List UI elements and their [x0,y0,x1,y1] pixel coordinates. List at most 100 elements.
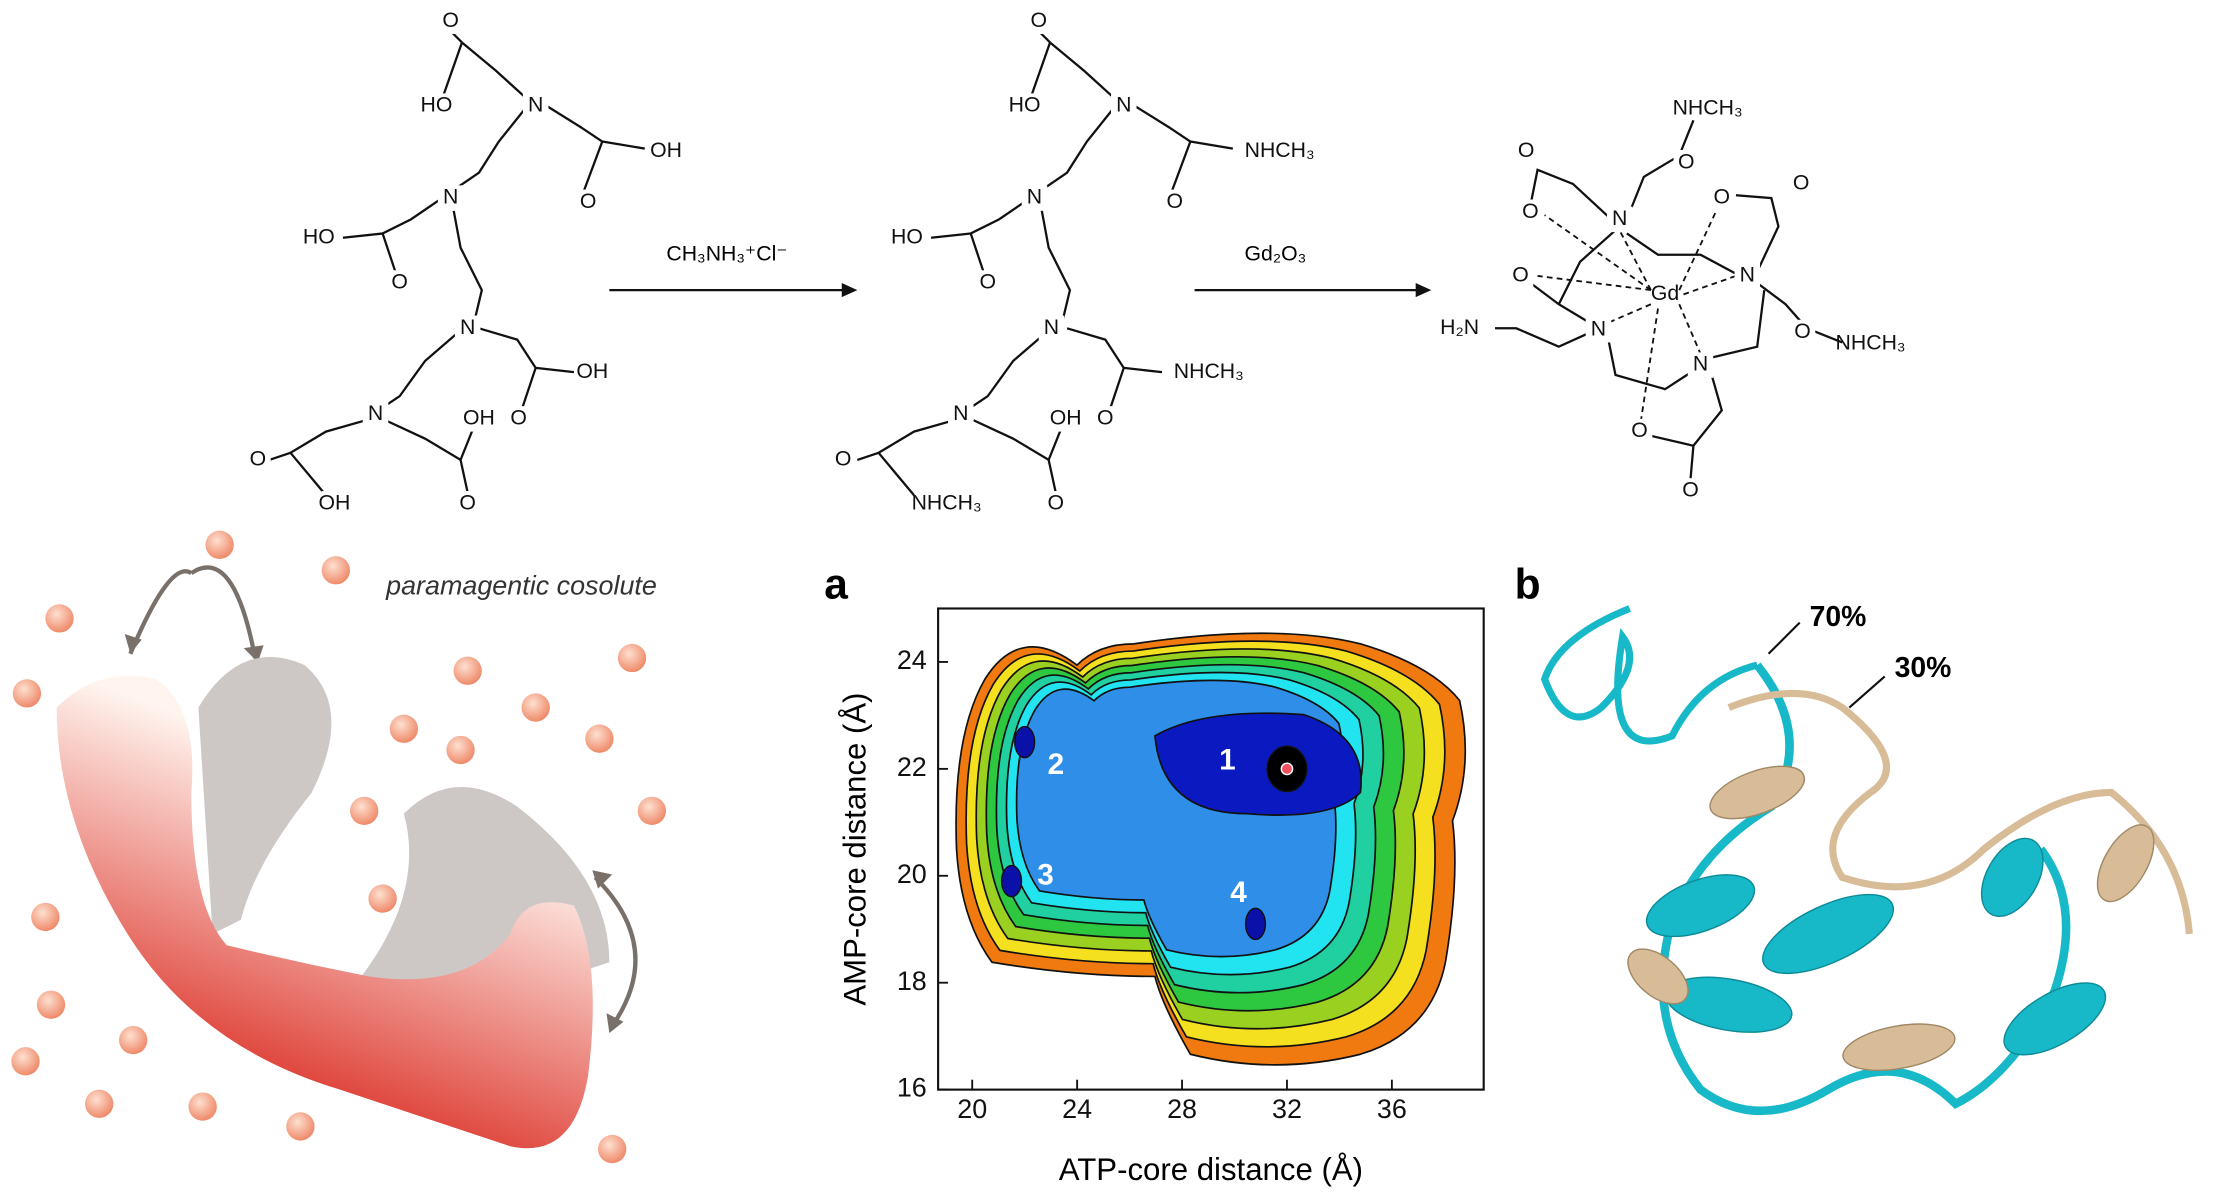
atom-bg [386,270,413,296]
atom-label: N [1027,185,1042,209]
protein-structure: 70% 30% b [1515,562,2193,1115]
atom-label: O [250,447,267,471]
atom-bg [575,189,601,216]
atom-label: HO [303,224,335,248]
atom-label: N [443,185,458,209]
atom-label: N [1740,263,1755,287]
atom-label: N [368,401,383,425]
atom-bg [1652,281,1678,308]
atom-bg [1513,138,1539,165]
atom-bg [1038,315,1065,342]
y-tick-label: 22 [897,752,927,782]
atom-label: O [391,270,408,294]
atom-label: H₂N [1440,315,1479,339]
solute-sphere [286,1112,315,1141]
panel-label: b [1515,562,1541,609]
solute-sphere [453,656,482,685]
atom-bg [522,93,549,119]
solute-sphere [31,902,60,932]
atom-bg [1446,315,1473,342]
atom-label: N [953,401,968,425]
x-tick-label: 28 [1167,1094,1197,1124]
minimum-label: 3 [1037,859,1054,892]
solute-sphere [368,884,397,913]
solute-sphere [389,714,419,743]
atom-label: O [1682,478,1699,502]
atom-bg [1687,352,1714,378]
atom-bg [1788,171,1814,197]
atom-bg [974,270,1001,296]
atom-label: N [1116,93,1131,117]
x-tick-label: 24 [1062,1094,1092,1124]
atom-bg [437,8,464,34]
x-tick-label: 32 [1272,1094,1302,1124]
minimum-label: 2 [1048,748,1065,781]
atom-bg [1162,189,1188,216]
atom-label: O [1518,138,1535,162]
atom-label: OH [650,138,682,162]
reagent: CH₃NH₃⁺Cl⁻ [666,241,787,265]
atom-label: OH [318,490,350,514]
solute-sphere [12,679,42,708]
solute-sphere [350,796,379,825]
atom-label: NHCH₃ [1836,330,1906,354]
atom-label: OH [576,359,608,383]
atom-bg [653,138,679,165]
atom-label: OH [463,405,495,429]
atom-label: O [459,490,476,514]
minimum [1244,907,1267,941]
atom-bg [1857,331,1884,357]
minimum-center [1280,762,1294,776]
atom-bg [362,401,389,428]
atom-bg [1507,263,1534,289]
atom-bg [245,447,271,473]
atom-bg [1052,406,1079,432]
atom-label: O [1794,319,1811,343]
solute-sphere [637,796,667,825]
atom-bg [437,185,464,211]
atom-label: Gd [1651,281,1679,305]
y-tick-label: 16 [897,1073,927,1103]
atom-label: O [1522,199,1539,223]
panel-label: a [824,562,848,609]
solute-sphere [188,1092,217,1121]
atom-bg [1111,93,1137,119]
atom-label: O [1097,405,1114,429]
solute-sphere [36,990,66,1019]
minimum [1000,864,1023,898]
annotation: 70% [1810,601,1867,633]
atom-bg [1673,150,1700,176]
y-tick-label: 24 [897,645,927,675]
atom-bg [423,93,450,119]
atom-bg [1092,406,1119,432]
y-axis-label: AMP-core distance (Å) [838,693,873,1006]
atom-label: O [510,405,527,429]
atom-bg [933,491,960,517]
atom-bg [1626,418,1653,445]
atom-label: NHCH₃ [1245,138,1315,162]
atom-label: O [1678,149,1695,173]
atom-label: N [528,93,543,117]
atom-label: O [1047,490,1064,514]
atom-bg [1011,93,1038,119]
atom-label: N [1612,206,1627,230]
atom-bg [1585,316,1612,343]
x-tick-label: 20 [957,1094,987,1124]
atom-bg [1266,138,1293,165]
illustration: paramagentic cosolute [11,530,667,1164]
atom-bg [1694,96,1721,122]
y-tick-label: 20 [897,859,927,889]
atom-label: N [1591,316,1606,340]
y-tick-label: 18 [897,966,927,996]
reagent: Gd₂O₃ [1244,241,1306,265]
atom-label: HO [421,93,453,117]
atom-label: O [1512,263,1529,287]
atom-label: O [580,189,597,213]
illustration-label: paramagentic cosolute [385,570,657,600]
atom-bg [1606,206,1633,233]
atom-bg [1709,185,1735,211]
solute-sphere [321,556,351,585]
minimum-label: 4 [1230,876,1247,909]
atom-label: NHCH₃ [912,490,982,514]
